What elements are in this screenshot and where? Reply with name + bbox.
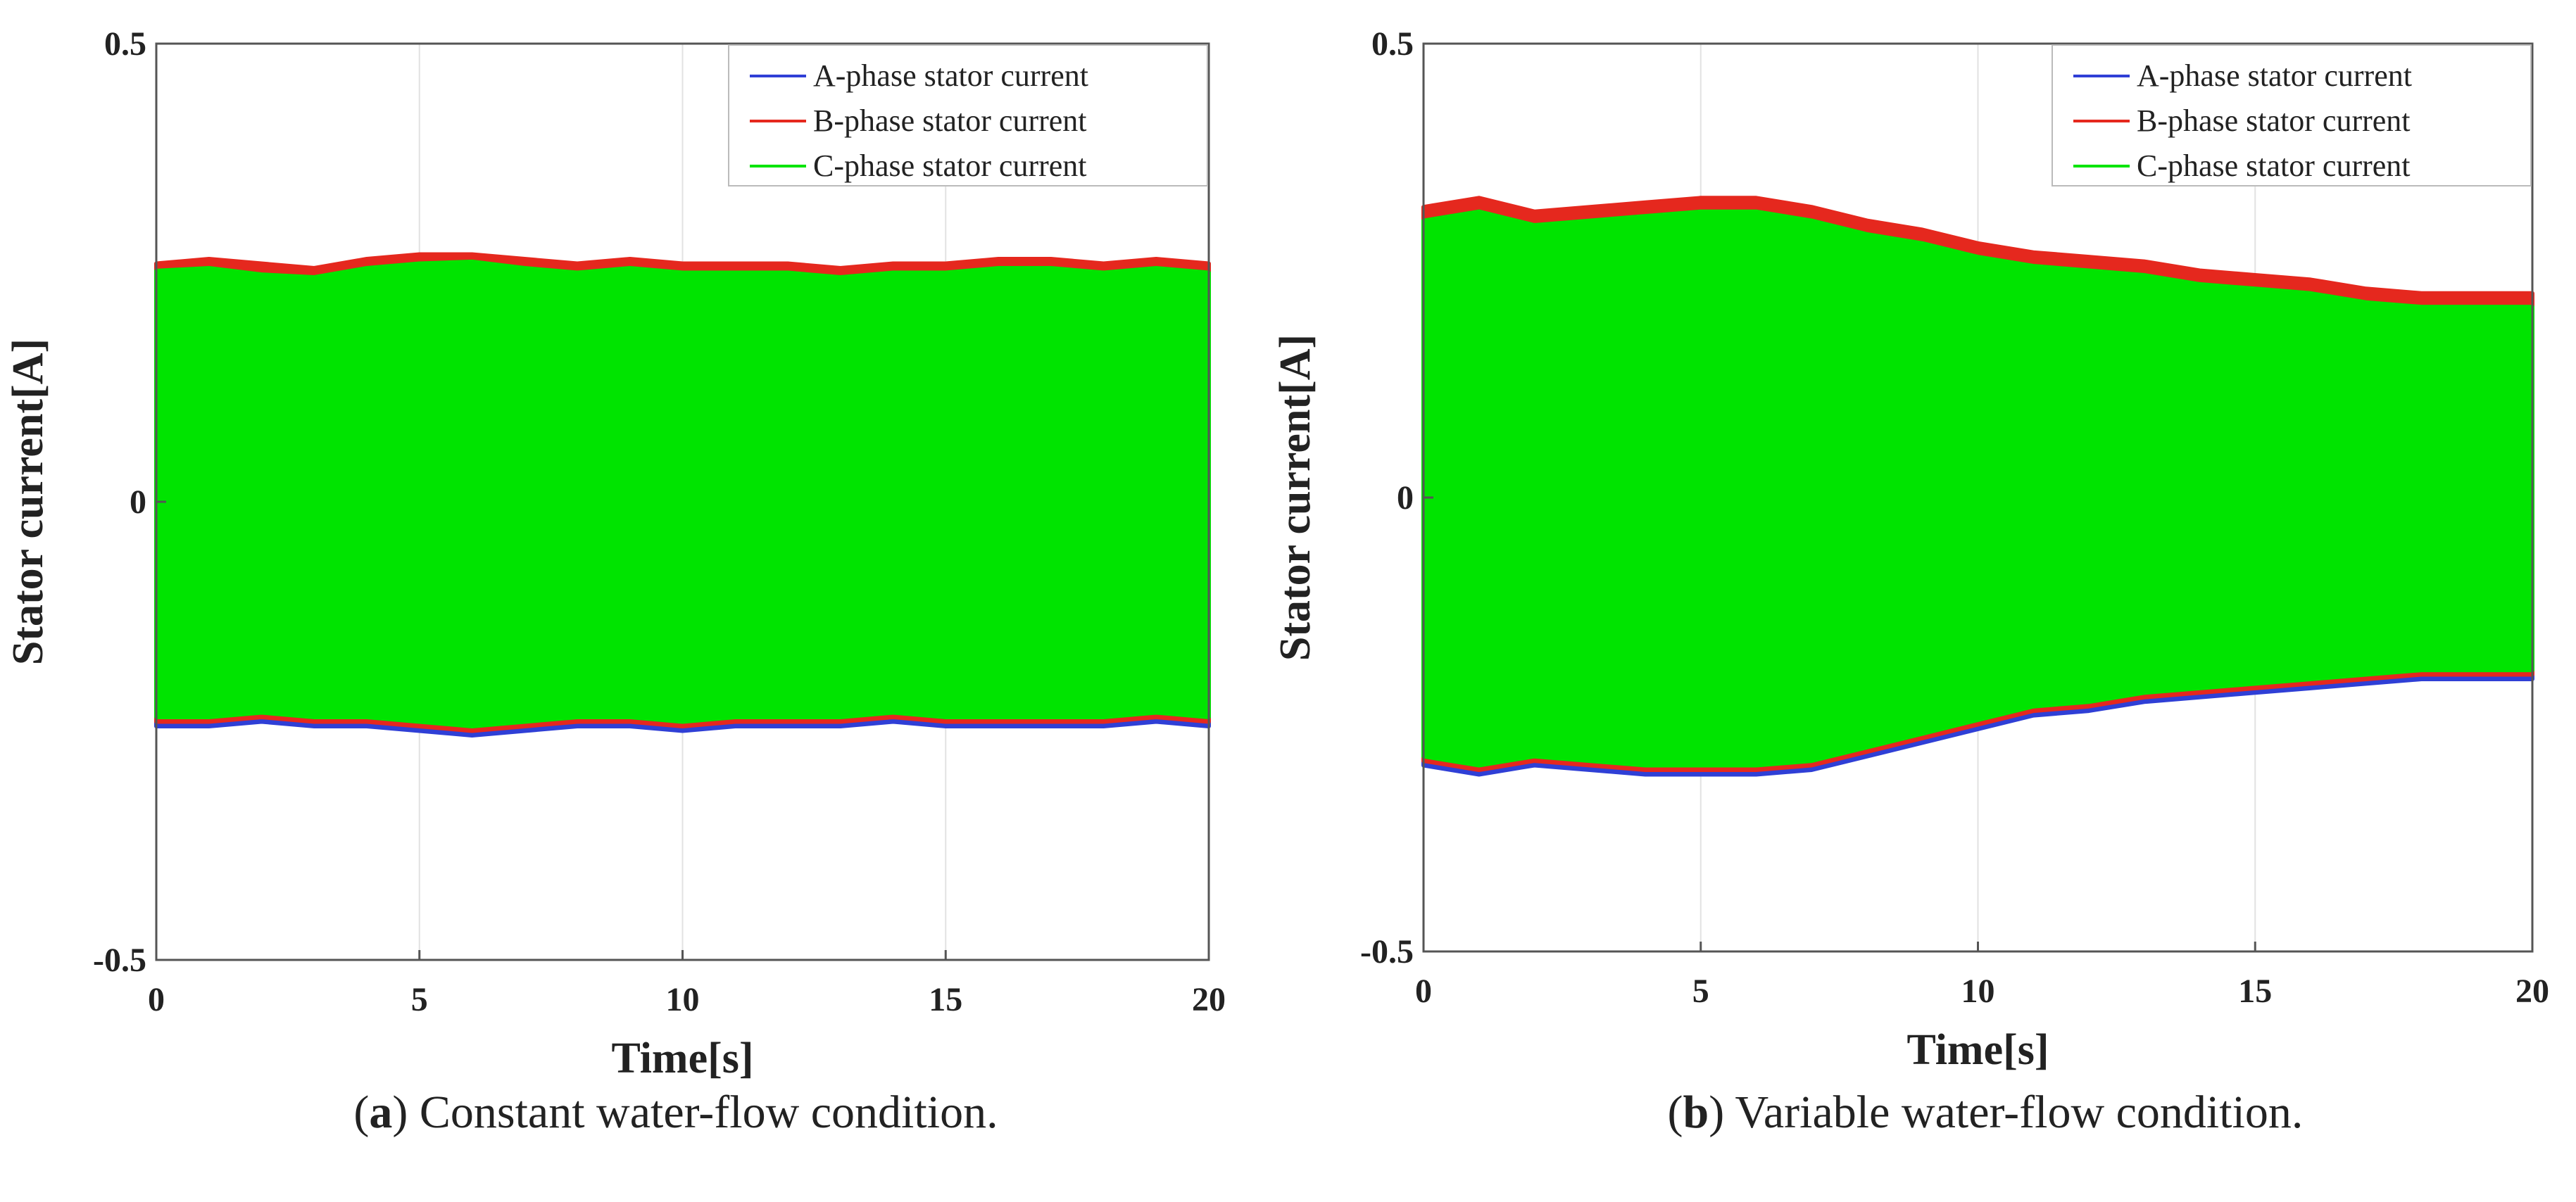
x-tick-label: 10 (1961, 973, 1995, 1010)
y-axis-label: Stator current[A] (1271, 334, 1319, 661)
series-band-c-phase (154, 259, 1211, 728)
figure-caption-b: (b) Variable water-flow condition. (1668, 1087, 2304, 1138)
caption-open-paren: ( (1668, 1087, 1683, 1138)
x-tick-label: 0 (1415, 973, 1432, 1010)
caption-letter: a (369, 1087, 392, 1138)
caption-letter: b (1683, 1087, 1709, 1138)
caption-text: ) Constant water-flow condition. (392, 1087, 998, 1138)
y-tick-label: -0.5 (93, 942, 146, 979)
figure-caption-a: (a) Constant water-flow condition. (353, 1087, 998, 1138)
y-tick-label: 0.5 (1371, 25, 1414, 63)
x-tick-label: 10 (666, 981, 700, 1018)
legend: A-phase stator current B-phase stator cur… (728, 44, 1208, 186)
legend-box (728, 44, 1208, 186)
x-tick-label: 0 (148, 981, 165, 1018)
x-axis-label: Time[s] (611, 1035, 753, 1082)
x-tick-label: 5 (1692, 973, 1709, 1010)
legend-label: B-phase stator current (813, 103, 1087, 138)
y-tick-label: 0 (130, 483, 146, 521)
x-tick-label: 5 (411, 981, 428, 1018)
x-tick-label: 15 (929, 981, 962, 1018)
caption-text: ) Variable water-flow condition. (1709, 1087, 2303, 1138)
legend-label: A-phase stator current (2137, 58, 2412, 93)
legend-box (2052, 44, 2532, 186)
y-axis-label: Stator current[A] (4, 339, 52, 665)
x-tick-label: 20 (1192, 981, 1226, 1018)
legend-label: C-phase stator current (813, 148, 1087, 183)
y-tick-label: 0.5 (104, 25, 146, 63)
legend: A-phase stator current B-phase stator cur… (2052, 44, 2532, 186)
legend-label: B-phase stator current (2137, 103, 2411, 138)
legend-label: A-phase stator current (813, 58, 1088, 93)
y-tick-label: -0.5 (1360, 933, 1414, 970)
caption-open-paren: ( (353, 1087, 369, 1138)
y-tick-label: 0 (1397, 479, 1414, 517)
x-tick-label: 15 (2238, 973, 2272, 1010)
legend-label: C-phase stator current (2137, 148, 2411, 183)
x-axis-label: Time[s] (1906, 1026, 2049, 1074)
x-tick-label: 20 (2515, 973, 2549, 1010)
